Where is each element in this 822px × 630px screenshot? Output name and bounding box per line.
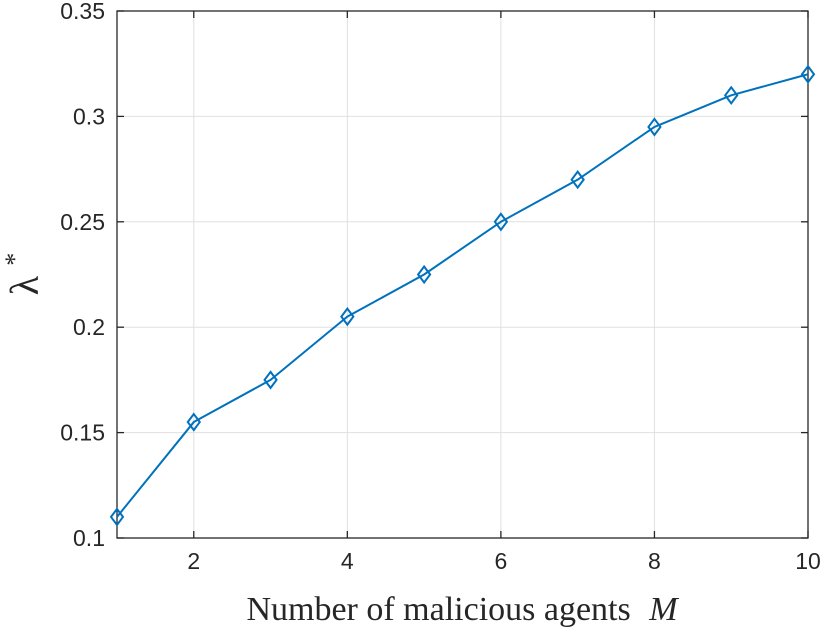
- x-axis-title-text: Number of malicious agents: [246, 591, 630, 628]
- data-point-diamond: [570, 169, 585, 190]
- x-axis-title-variable: M: [648, 591, 679, 628]
- grid-lines: [117, 10, 809, 539]
- data-point-diamond: [723, 85, 739, 105]
- data-point-diamond: [340, 306, 355, 327]
- series-group: [109, 64, 816, 527]
- y-tick-label: 0.2: [73, 314, 105, 340]
- x-tick-label: 8: [648, 548, 661, 574]
- y-tick-label: 0.35: [60, 0, 105, 24]
- data-point-diamond: [647, 117, 662, 137]
- y-axis-title-symbol: λ: [2, 275, 47, 295]
- series-line: [116, 73, 809, 518]
- y-axis-title-superscript: *: [0, 253, 29, 266]
- y-axis-title: λ *: [0, 253, 47, 295]
- x-axis-title: Number of malicious agents M: [246, 591, 679, 628]
- axis-ticks: 2 4 6 8 10 0.1 0.15 0.2 0.25 0.3 0.35: [60, 0, 821, 574]
- x-tick-label: 2: [187, 548, 200, 574]
- data-point-diamond: [263, 370, 278, 390]
- y-tick-label: 0.1: [73, 525, 105, 551]
- data-point-diamond: [186, 412, 202, 432]
- data-point-diamond: [416, 264, 432, 285]
- data-point-diamond: [800, 64, 816, 84]
- x-tick-label: 6: [494, 548, 507, 574]
- x-tick-label: 4: [341, 548, 354, 574]
- y-tick-label: 0.3: [73, 103, 105, 129]
- y-tick-label: 0.25: [60, 209, 105, 235]
- plot-area-frame: [116, 10, 809, 539]
- data-point-diamond: [493, 212, 509, 232]
- y-tick-label: 0.15: [60, 420, 105, 446]
- data-point-diamond: [109, 507, 125, 527]
- x-tick-label: 10: [795, 548, 821, 574]
